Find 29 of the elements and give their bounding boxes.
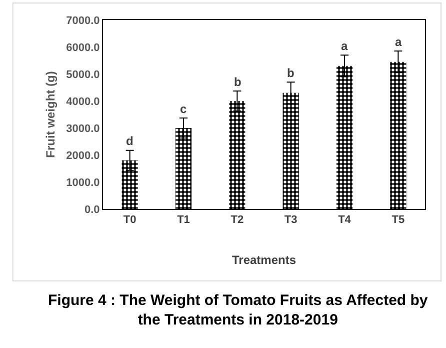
x-tick-label: T3: [284, 214, 298, 226]
x-axis-title: Treatments: [232, 253, 296, 268]
annotation: a: [341, 39, 348, 53]
bar: [122, 160, 138, 209]
x-tick-label: T1: [177, 214, 190, 226]
bar: [282, 92, 299, 209]
y-tick-label: 4000.0: [66, 96, 100, 108]
y-tick-label: 7000.0: [66, 14, 100, 27]
x-tick-label: T4: [338, 214, 352, 226]
annotation: b: [234, 75, 242, 89]
bar: [336, 66, 353, 209]
annotation: a: [395, 35, 402, 49]
y-tick-label: 1000.0: [66, 176, 100, 189]
y-tick-label: 2000.0: [66, 150, 100, 162]
bar: [229, 101, 246, 209]
annotation: c: [180, 102, 187, 116]
annotation: d: [126, 134, 134, 148]
y-tick-label: 5000.0: [66, 68, 100, 81]
y-axis-title: Fruit weight (g): [43, 71, 58, 158]
y-tick-label: 3000.0: [66, 122, 100, 135]
y-tick-label: 6000.0: [66, 42, 100, 54]
bar: [390, 62, 406, 209]
x-tick-label: T0: [123, 214, 136, 226]
bar: [175, 128, 192, 209]
text: Figure 4 : The Weight of Tomato Fruits as Affected by the Treatments in 2018-2019: [48, 292, 428, 328]
y-tick-label: 0.0: [84, 204, 100, 216]
annotation: b: [287, 66, 294, 80]
x-tick-label: T5: [392, 214, 405, 226]
x-tick-label: T2: [230, 214, 244, 226]
